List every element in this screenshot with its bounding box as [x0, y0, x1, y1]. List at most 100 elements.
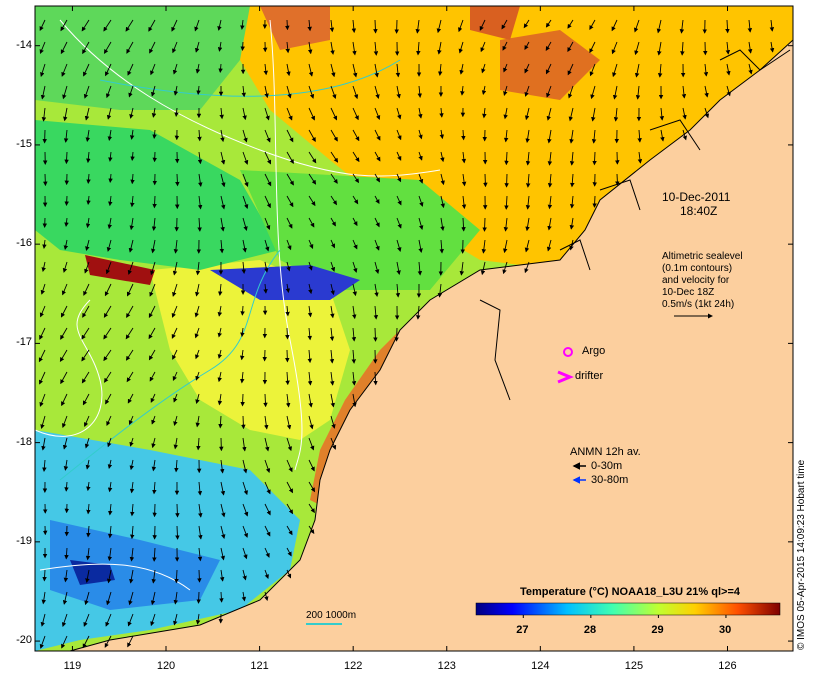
- velocity-arrow: [396, 239, 402, 252]
- velocity-arrow: [308, 85, 315, 99]
- velocity-arrow: [151, 415, 156, 425]
- velocity-arrow: [173, 437, 179, 450]
- velocity-arrow: [63, 569, 69, 583]
- colorbar: [475, 602, 781, 616]
- velocity-arrow: [148, 19, 156, 32]
- sst-hot-patch-2: [260, 6, 330, 50]
- velocity-arrow: [241, 85, 246, 98]
- velocity-arrow: [83, 415, 90, 428]
- velocity-arrow: [83, 283, 90, 296]
- velocity-arrow: [286, 217, 293, 229]
- velocity-arrow: [217, 283, 223, 296]
- velocity-arrow: [195, 415, 200, 428]
- velocity-arrow: [547, 129, 552, 144]
- velocity-arrow: [86, 525, 91, 538]
- velocity-arrow: [175, 525, 180, 540]
- velocity-arrow: [149, 41, 156, 54]
- velocity-arrow: [613, 107, 619, 122]
- velocity-arrow: [129, 437, 134, 447]
- velocity-arrow: [374, 239, 380, 251]
- velocity-arrow: [437, 41, 442, 55]
- velocity-arrow: [64, 547, 69, 560]
- velocity-arrow: [461, 151, 467, 164]
- velocity-arrow: [656, 19, 662, 34]
- velocity-arrow: [151, 437, 156, 449]
- isobath-line: [99, 59, 401, 97]
- velocity-arrow: [440, 195, 445, 209]
- velocity-arrow: [220, 173, 226, 188]
- velocity-arrow: [329, 327, 335, 342]
- velocity-arrow: [62, 437, 68, 450]
- velocity-arrow: [240, 327, 245, 338]
- velocity-arrow: [242, 459, 248, 474]
- velocity-arrow: [351, 19, 357, 34]
- map-time: 18:40Z: [680, 204, 718, 218]
- velocity-arrow: [85, 239, 90, 252]
- velocity-arrow: [105, 85, 112, 99]
- velocity-arrow: [286, 151, 294, 165]
- velocity-arrow: [396, 151, 402, 161]
- velocity-arrow: [194, 41, 200, 53]
- velocity-arrow: [286, 85, 292, 99]
- velocity-arrow: [458, 19, 464, 33]
- velocity-arrow: [108, 195, 113, 207]
- velocity-arrow: [105, 63, 112, 77]
- velocity-arrow: [172, 63, 178, 75]
- y-tick-label: -14: [16, 38, 32, 51]
- velocity-arrow: [329, 349, 335, 364]
- velocity-arrow: [330, 239, 336, 249]
- velocity-arrow: [479, 19, 486, 31]
- velocity-arrow: [241, 591, 247, 602]
- velocity-arrow: [547, 173, 553, 188]
- velocity-arrow: [352, 283, 357, 297]
- velocity-arrow: [481, 63, 486, 74]
- coast-islands: [479, 49, 791, 401]
- velocity-arrow: [704, 107, 710, 119]
- velocity-arrow: [217, 305, 223, 317]
- velocity-arrow: [195, 283, 200, 297]
- velocity-arrow: [459, 261, 465, 276]
- velocity-arrow: [679, 19, 685, 34]
- velocity-arrow: [64, 195, 69, 206]
- velocity-arrow: [242, 151, 249, 165]
- velocity-arrow: [149, 371, 156, 382]
- velocity-arrow: [418, 173, 424, 184]
- velocity-arrow: [460, 85, 465, 96]
- velocity-arrow: [264, 525, 271, 537]
- velocity-arrow: [374, 85, 380, 99]
- velocity-arrow: [129, 107, 134, 119]
- velocity-arrow: [63, 239, 69, 251]
- velocity-arrow: [374, 217, 380, 228]
- velocity-arrow: [242, 481, 248, 496]
- velocity-arrow: [395, 283, 401, 298]
- velocity-arrow: [60, 371, 68, 385]
- velocity-arrow: [547, 151, 553, 166]
- velocity-arrow: [569, 195, 575, 209]
- velocity-arrow: [373, 305, 379, 320]
- velocity-arrow: [84, 591, 90, 606]
- velocity-arrow: [41, 591, 47, 605]
- velocity-arrow: [352, 393, 357, 408]
- velocity-arrow: [264, 239, 270, 252]
- velocity-arrow: [307, 327, 313, 341]
- velocity-arrow: [242, 239, 247, 253]
- velocity-arrow: [747, 19, 753, 33]
- velocity-arrow: [242, 173, 249, 187]
- x-tick-label: 125: [624, 660, 644, 672]
- velocity-arrow: [524, 63, 530, 74]
- velocity-arrow: [748, 63, 753, 75]
- velocity-arrow: [217, 41, 223, 52]
- velocity-arrows: [38, 19, 775, 649]
- velocity-arrow: [39, 635, 46, 649]
- velocity-arrow: [725, 41, 731, 55]
- velocity-arrow: [86, 195, 91, 205]
- velocity-arrow: [308, 261, 313, 271]
- velocity-arrow: [437, 63, 443, 76]
- velocity-arrow: [264, 107, 270, 121]
- velocity-arrow: [285, 283, 291, 294]
- velocity-arrow: [330, 283, 335, 296]
- velocity-arrow: [108, 503, 113, 516]
- velocity-arrow: [173, 591, 179, 605]
- velocity-arrow: [503, 217, 509, 232]
- velocity-arrow: [352, 261, 358, 273]
